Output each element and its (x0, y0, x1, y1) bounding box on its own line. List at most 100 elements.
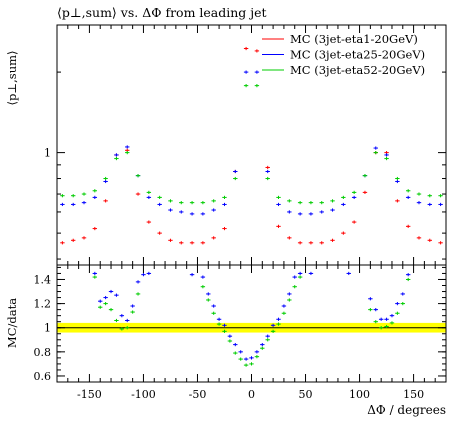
ratio-point-s1-9 (200, 285, 206, 289)
main-point-s1-23 (308, 212, 314, 216)
ratio-point-s0-32 (346, 271, 351, 276)
main-point-s1-9 (157, 202, 162, 207)
ratio-point-s0-13 (206, 292, 211, 296)
x-axis-label: ΔΦ / degrees (367, 403, 446, 417)
main-point-s1-31 (395, 179, 400, 184)
main-point-s2-28 (362, 174, 368, 178)
ratio-point-s1-3 (108, 308, 114, 312)
main-point-s1-33 (416, 201, 422, 205)
ratio-point-s0-4 (114, 293, 119, 297)
main-point-s0-20 (276, 224, 281, 228)
ratio-ytick-label: 1 (44, 322, 51, 335)
main-point-s2-24 (319, 201, 324, 205)
main-point-s1-2 (81, 201, 87, 205)
main-point-s1-0 (60, 202, 65, 207)
ratio-point-s1-10 (206, 298, 211, 302)
ratio-point-s1-13 (222, 329, 227, 333)
main-point-s0-10 (168, 238, 173, 242)
ratio-point-s0-1 (98, 299, 103, 303)
ratio-point-s0-38 (395, 301, 400, 306)
main-point-s0-17 (243, 46, 249, 51)
main-point-s0-18 (254, 49, 260, 53)
ratio-point-s0-33 (368, 297, 373, 301)
ratio-point-s0-20 (243, 357, 249, 361)
main-point-s1-5 (114, 153, 119, 157)
legend-label-0: MC (3jet-eta1-20GeV) (290, 32, 418, 46)
main-point-s2-10 (168, 199, 173, 203)
main-point-s0-27 (351, 220, 357, 224)
main-point-s1-17 (243, 70, 249, 74)
ratio-point-s1-12 (216, 322, 222, 326)
main-point-s2-14 (211, 199, 216, 203)
ratio-point-s1-0 (92, 275, 98, 279)
main-panel: ⟨p⊥,sum⟩ vs. ΔΦ from leading jet ⟨p⊥,sum… (5, 5, 447, 266)
ratio-point-s0-29 (292, 275, 297, 279)
ratio-point-s0-18 (233, 343, 238, 347)
ratio-xtick-label: -150 (77, 388, 102, 401)
main-point-s0-26 (341, 231, 346, 235)
main-point-s2-1 (71, 194, 76, 198)
ratio-point-s1-21 (265, 338, 270, 342)
main-ytick-label: 1 (44, 147, 51, 160)
ratio-point-s1-31 (384, 324, 389, 329)
ratio-point-s1-4 (114, 318, 119, 323)
ratio-point-s0-19 (238, 350, 243, 354)
main-point-s0-23 (308, 241, 314, 245)
main-point-s1-30 (384, 153, 389, 157)
main-point-s2-9 (157, 195, 162, 200)
ratio-point-s0-22 (254, 350, 260, 354)
main-point-s0-33 (416, 236, 422, 240)
main-point-s0-11 (179, 241, 184, 245)
ratio-point-s0-7 (130, 304, 135, 308)
main-point-s2-35 (438, 194, 443, 198)
ratio-point-s0-26 (276, 317, 281, 321)
ratio-ytick-label: 1.4 (34, 273, 52, 286)
main-point-s0-25 (330, 238, 335, 242)
ratio-point-s1-2 (103, 301, 108, 306)
main-point-s2-12 (189, 201, 195, 205)
main-point-s1-15 (222, 202, 227, 207)
main-point-s2-33 (416, 192, 422, 196)
main-point-s0-19 (265, 165, 270, 170)
ratio-point-s0-28 (287, 292, 292, 296)
ratio-point-s0-2 (103, 295, 108, 300)
ratio-point-s0-17 (227, 334, 233, 338)
main-point-s1-21 (287, 210, 292, 214)
main-point-s0-13 (200, 241, 206, 245)
ratio-point-s0-15 (216, 317, 222, 321)
ratio-point-s1-22 (270, 329, 276, 333)
ratio-point-s1-28 (368, 308, 373, 312)
main-point-s1-29 (373, 146, 378, 150)
ratio-ylabel: MC/data (5, 298, 19, 348)
main-ylabel: ⟨p⊥,sum⟩ (5, 50, 19, 105)
main-point-s2-22 (297, 201, 303, 205)
ratio-point-s0-9 (141, 273, 146, 277)
main-point-s2-13 (200, 201, 206, 205)
main-point-s1-18 (254, 70, 260, 74)
ratio-xtick-label: 150 (403, 388, 424, 401)
main-point-s0-21 (287, 236, 292, 240)
ratio-point-s1-15 (233, 351, 238, 355)
main-data-points (60, 46, 443, 245)
main-point-s2-27 (351, 190, 357, 194)
ratio-data-points (92, 271, 411, 367)
main-point-s1-6 (125, 145, 130, 149)
legend-label-1: MC (3jet-eta25-20GeV) (290, 48, 425, 62)
ratio-point-s1-33 (395, 311, 400, 315)
main-point-s1-16 (233, 169, 238, 174)
ratio-point-s0-34 (373, 308, 378, 312)
main-point-s2-18 (254, 84, 260, 88)
main-point-s0-14 (211, 236, 216, 240)
main-point-s2-5 (114, 156, 119, 161)
data-uncertainty-band (57, 322, 446, 333)
ratio-ytick-label: 0.8 (34, 346, 52, 359)
ratio-point-s0-5 (119, 314, 125, 318)
main-point-s2-3 (92, 189, 98, 193)
ratio-point-s1-17 (243, 363, 249, 367)
main-point-s2-16 (233, 176, 238, 181)
ratio-point-s1-11 (211, 311, 216, 315)
main-point-s1-1 (71, 202, 76, 207)
ratio-point-s1-29 (373, 320, 378, 324)
main-point-s0-35 (438, 241, 443, 245)
main-point-s1-11 (179, 210, 184, 214)
